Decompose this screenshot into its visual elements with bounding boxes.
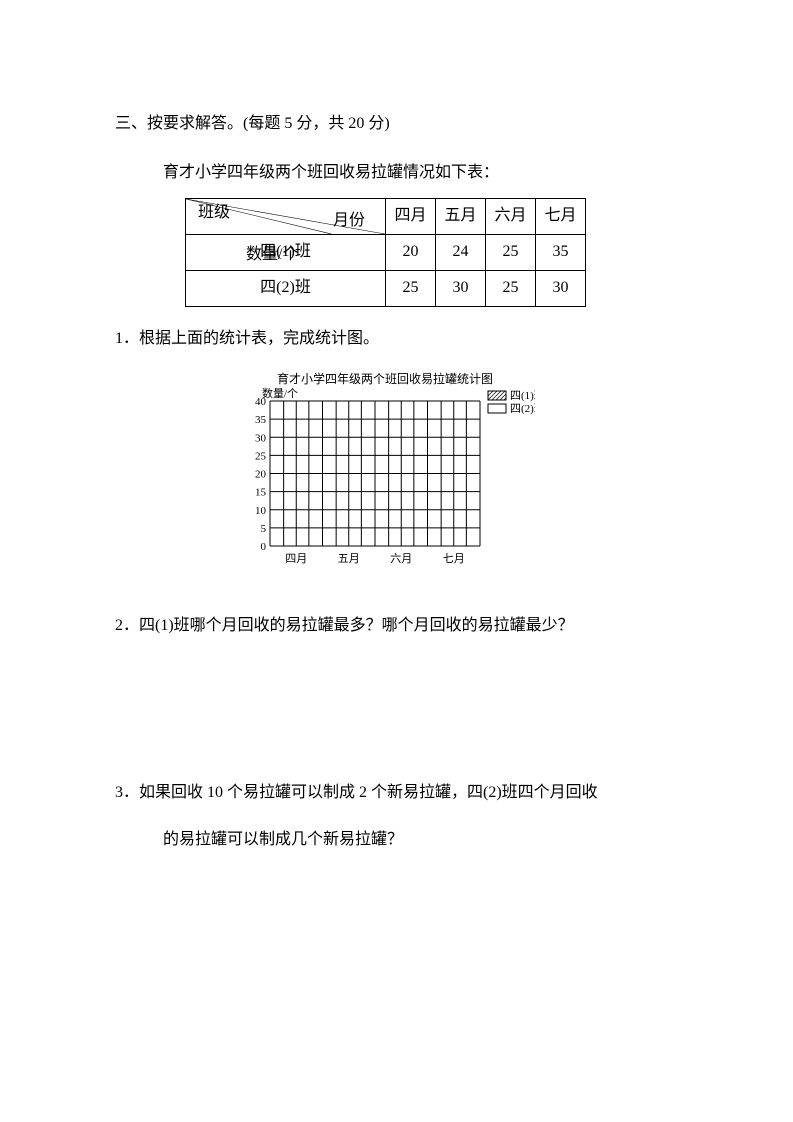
question-1: 1．根据上面的统计表，完成统计图。 [115,325,678,354]
table-row: 四(2)班 25 30 25 30 [186,270,586,306]
svg-text:5: 5 [261,523,267,535]
question-2: 2．四(1)班哪个月回收的易拉罐最多？哪个月回收的易拉罐最少？ [115,612,678,641]
section-title: 三、按要求解答。(每题 5 分，共 20 分) [115,110,678,139]
table-cell: 25 [386,270,436,306]
svg-text:四(2)班: 四(2)班 [510,402,535,415]
question-3-line1: 3．如果回收 10 个易拉罐可以制成 2 个新易拉罐，四(2)班四个月回收 [115,779,678,808]
table-cell: 35 [536,234,586,270]
svg-text:30: 30 [255,433,267,445]
svg-text:35: 35 [255,415,267,427]
svg-text:六月: 六月 [390,552,412,565]
diag-top-label: 月份 [333,207,365,236]
intro-text: 育才小学四年级两个班回收易拉罐情况如下表： [115,159,678,188]
svg-text:五月: 五月 [338,553,360,565]
chart-container: 育才小学四年级两个班回收易拉罐统计图数量/个 四(1)班四(2)班 0 5 10 15 20… [225,371,678,592]
data-table: 月份 数量/个 班级 四月 五月 六月 七月 四(1)班 20 24 25 35… [185,198,586,307]
col-header: 五月 [436,198,486,234]
svg-text:七月: 七月 [443,552,465,565]
table-cell: 25 [486,234,536,270]
row-label: 四(2)班 [186,270,386,306]
bar-chart: 育才小学四年级两个班回收易拉罐统计图数量/个 四(1)班四(2)班 0 5 10 15 20… [225,371,535,581]
diagonal-header-cell: 月份 数量/个 班级 [186,198,386,234]
diag-middle-label: 数量/个 [246,241,298,270]
svg-text:20: 20 [255,469,267,481]
table-cell: 30 [436,270,486,306]
col-header: 四月 [386,198,436,234]
col-header: 六月 [486,198,536,234]
svg-text:四月: 四月 [285,553,307,565]
table-cell: 20 [386,234,436,270]
table-cell: 25 [486,270,536,306]
svg-text:数量/个: 数量/个 [262,387,298,400]
col-header: 七月 [536,198,586,234]
svg-text:10: 10 [255,505,267,517]
svg-text:15: 15 [255,487,267,499]
question-3-line2: 的易拉罐可以制成几个新易拉罐？ [115,826,678,855]
table-cell: 30 [536,270,586,306]
table-cell: 24 [436,234,486,270]
diag-bottom-label: 班级 [198,199,230,228]
svg-text:0: 0 [261,541,267,553]
svg-text:25: 25 [255,451,267,463]
svg-text:40: 40 [255,396,267,408]
svg-text:四(1)班: 四(1)班 [510,389,535,402]
svg-text:育才小学四年级两个班回收易拉罐统计图: 育才小学四年级两个班回收易拉罐统计图 [277,371,493,386]
